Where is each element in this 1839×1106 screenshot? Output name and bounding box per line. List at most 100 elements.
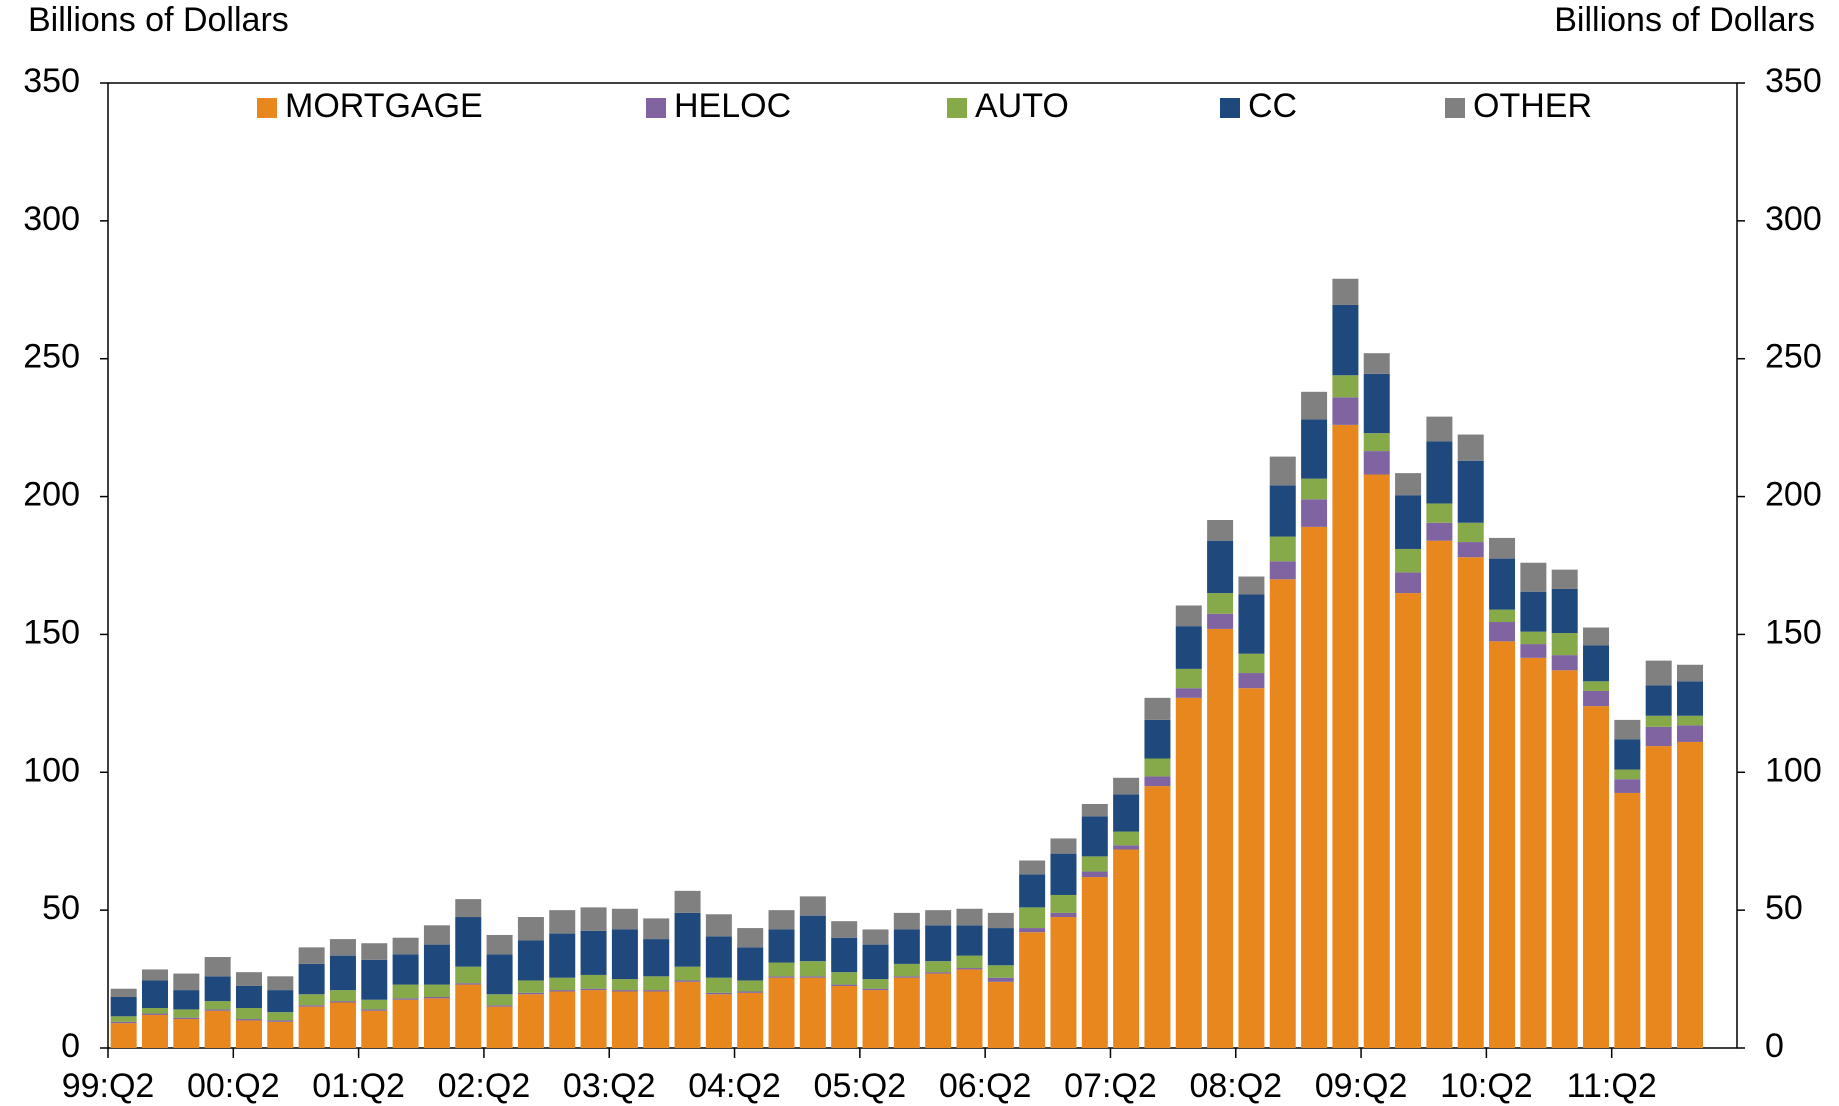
bar-segment [298,947,325,964]
x-tick-label: 08:Q2 [1189,1067,1282,1105]
bar-segment [1332,278,1359,305]
bar-segment [1426,416,1453,442]
bar-segment [486,934,513,955]
bar-segment [1238,673,1265,689]
bar-segment [1395,495,1422,549]
bar-segment [1489,609,1516,623]
x-tick-label: 07:Q2 [1064,1067,1157,1105]
bar-segment [580,974,607,989]
bar-segment [643,990,670,992]
bar-segment [1207,628,1234,1048]
bar-segment [799,961,826,977]
bar-segment [705,936,732,978]
y2-tick-label: 50 [1765,889,1803,927]
bar-segment [1395,548,1422,573]
bar-segment [1457,460,1484,523]
bar-segment [361,959,388,1000]
bar-segment [831,921,858,938]
bar-segment [141,969,168,981]
bar-segment [799,976,826,978]
bar-segment [423,925,450,945]
bar-segment [643,976,670,991]
bar-segment [204,1001,231,1010]
bar-segment [1019,907,1046,929]
bar-segment [110,988,137,997]
y2-tick-label: 300 [1765,200,1822,238]
bar-segment [235,1008,262,1020]
bar-segment [1645,715,1672,727]
bar-segment [1269,485,1296,537]
bar-segment [1363,433,1390,452]
bar-segment [799,977,826,1048]
bar-segment [329,955,356,991]
bar-segment [1175,605,1202,627]
bar-segment [1677,741,1704,1048]
legend-label: MORTGAGE [285,87,483,125]
bar-segment [1019,860,1046,875]
bar-segment [1019,928,1046,933]
bar-segment [1583,706,1610,1048]
bar-segment [1081,877,1108,1048]
bar-segment [549,910,576,934]
bar-segment [1363,373,1390,434]
bar-segment [1175,697,1202,1048]
bar-segment [1081,816,1108,857]
y-tick-label: 100 [23,751,80,789]
bar-segment [1551,670,1578,1048]
bar-segment [1583,627,1610,646]
bar-segment [674,966,701,981]
bar-segment [141,1008,168,1014]
bar-segment [329,939,356,956]
bar-segment [1426,503,1453,523]
y-tick-label: 350 [23,62,80,100]
bar-segment [674,981,701,1048]
bar-segment [392,999,419,1048]
bar-segment [1614,792,1641,1048]
x-tick-label: 10:Q2 [1440,1067,1533,1105]
bar-segment [987,912,1014,929]
bar-segment [705,992,732,995]
bar-segment [1050,912,1077,918]
bar-segment [925,925,952,962]
bar-segment [486,1005,513,1007]
bar-segment [298,1006,325,1048]
bar-segment [956,955,983,969]
bar-segment [1457,542,1484,558]
legend-swatch [1445,98,1465,118]
bar-segment [674,890,701,913]
bar-segment [1332,304,1359,376]
y-tick-label: 200 [23,476,80,514]
bar-segment [1551,588,1578,634]
y2-tick-label: 0 [1765,1027,1784,1065]
bar-segment [110,1016,137,1022]
bar-segment [1144,697,1171,720]
bar-segment [1081,871,1108,878]
bar-segment [361,1010,388,1048]
bar-segment [768,910,795,930]
bar-segment [925,972,952,974]
bar-segment [1520,562,1547,592]
bar-segment [329,990,356,1002]
bar-segment [1238,594,1265,654]
bar-segment [1583,645,1610,682]
bar-segment [392,984,419,999]
bar-segment [486,994,513,1006]
y-tick-label: 50 [42,889,80,927]
bar-segment [1144,719,1171,759]
bar-segment [1175,626,1202,669]
bar-segment [737,991,764,993]
bar-segment [1395,473,1422,496]
plot-frame [107,82,1738,1049]
bar-segment [517,980,544,993]
x-tick-label: 01:Q2 [312,1067,405,1105]
bar-segment [110,996,137,1017]
bar-segment [1144,786,1171,1048]
bar-segment [1050,917,1077,1048]
bar-segment [705,914,732,937]
bar-segment [1551,655,1578,671]
bar-segment [956,925,983,956]
bar-segment [1645,746,1672,1048]
bar-segment [298,994,325,1006]
bar-segment [893,912,920,930]
bar-segment [235,985,262,1009]
